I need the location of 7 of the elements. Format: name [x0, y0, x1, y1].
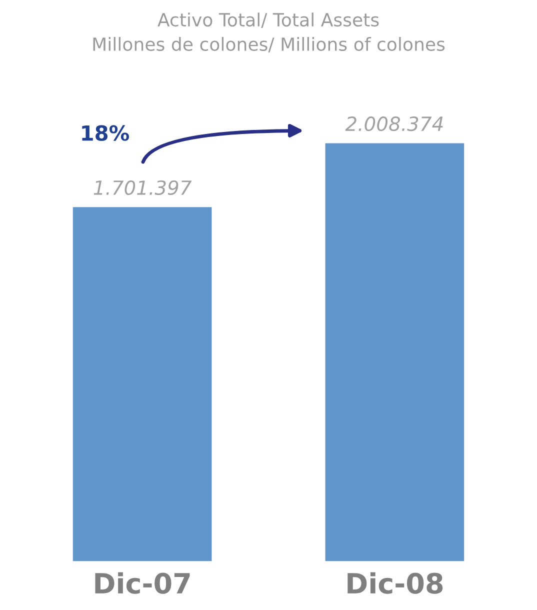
- chart-subtitle: Millones de colones/ Millions of colones: [93, 37, 445, 52]
- data-label: 1.701.397: [94, 180, 192, 196]
- data-label: 2.008.374: [345, 116, 443, 132]
- x-tick-label: Dic-08: [348, 572, 443, 594]
- x-tick-label: Dic-07: [95, 572, 190, 594]
- chart-title: Activo Total/ Total Assets: [158, 12, 379, 28]
- text: 18%: [82, 125, 130, 141]
